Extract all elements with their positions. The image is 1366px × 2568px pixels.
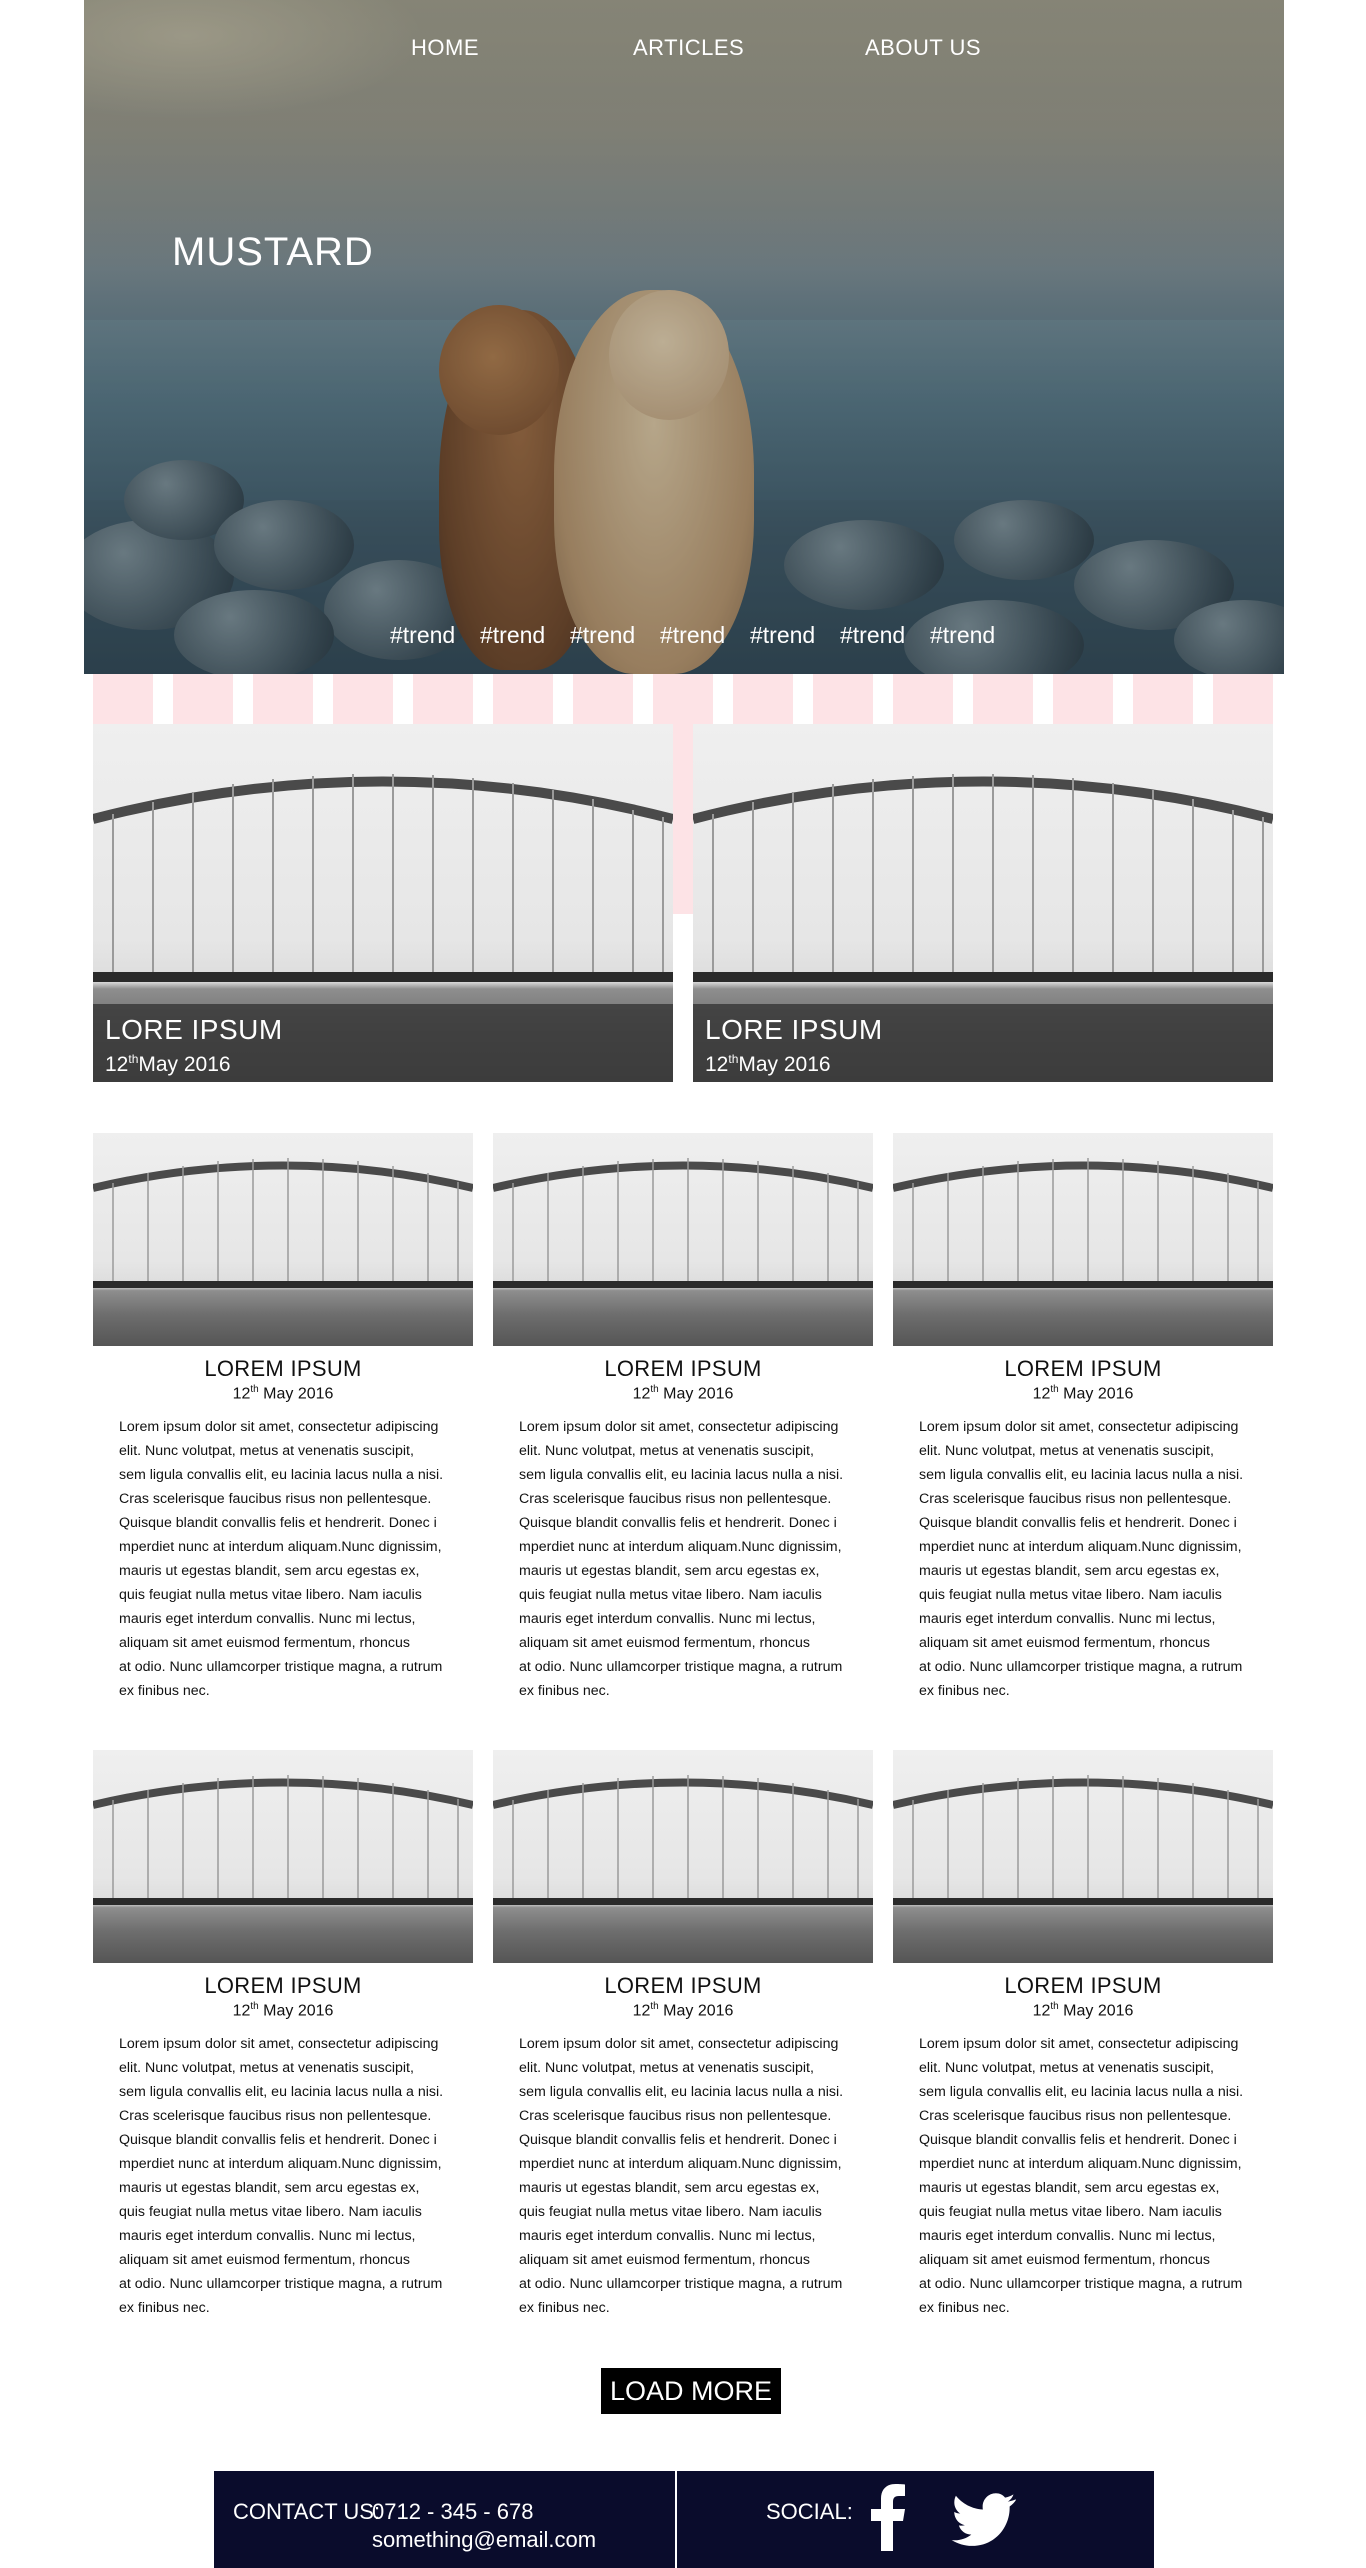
dog-right-head <box>609 290 729 420</box>
card-image <box>493 1750 873 1963</box>
card-title: LOREM IPSUM <box>1004 1356 1162 1381</box>
article-card[interactable]: LOREM IPSUM 12th May 2016 Lorem ipsum do… <box>493 1750 873 2320</box>
hero-rock <box>174 590 334 674</box>
stripe <box>173 674 233 724</box>
facebook-icon[interactable] <box>869 2483 907 2551</box>
featured-article-1[interactable]: LORE IPSUM 12thMay 2016 <box>93 724 673 1082</box>
card-title: LOREM IPSUM <box>604 1973 762 1998</box>
card-image <box>893 1133 1273 1346</box>
load-more-button[interactable]: LOAD MORE <box>601 2368 781 2414</box>
bridge-image <box>93 1158 473 1288</box>
hero-cliff <box>84 0 424 120</box>
bridge-image <box>693 774 1273 982</box>
card-title: LOREM IPSUM <box>1004 1973 1162 1998</box>
contact-label: CONTACT US: <box>233 2499 381 2524</box>
contact-email[interactable]: something@email.com <box>372 2527 597 2552</box>
card-date: 12th May 2016 <box>1032 2001 1134 2020</box>
bridge-image <box>93 1775 473 1905</box>
feature-title: LORE IPSUM <box>105 1014 283 1045</box>
brand-title: MUSTARD <box>172 230 374 274</box>
card-title: LOREM IPSUM <box>604 1356 762 1381</box>
feature-date: 12thMay 2016 <box>705 1052 831 1076</box>
stripe <box>653 674 713 724</box>
article-card[interactable]: LOREM IPSUM 12th May 2016 Lorem ipsum do… <box>93 1133 473 1703</box>
trend-tag[interactable]: #trend <box>660 622 726 648</box>
card-body: Lorem ipsum dolor sit amet, consectetur … <box>119 1419 444 1700</box>
hero-rock <box>784 520 944 610</box>
article-card[interactable]: LOREM IPSUM 12th May 2016 Lorem ipsum do… <box>493 1133 873 1703</box>
trend-tag[interactable]: #trend <box>840 622 906 648</box>
stripe <box>333 674 393 724</box>
card-date: 12th May 2016 <box>232 2001 334 2020</box>
featured-article-2[interactable]: LORE IPSUM 12thMay 2016 <box>693 724 1273 1082</box>
bridge-image <box>93 774 673 982</box>
nav-home-link[interactable]: HOME <box>411 35 479 60</box>
bridge-image <box>493 1158 873 1288</box>
stripe <box>253 674 313 724</box>
stripe <box>1213 674 1273 724</box>
stripe <box>973 674 1033 724</box>
feature-caption: LORE IPSUM 12thMay 2016 <box>93 1004 673 1082</box>
nav-articles-link[interactable]: ARTICLES <box>633 35 745 60</box>
card-date: 12th May 2016 <box>1032 1384 1134 1403</box>
bridge-image <box>893 1158 1273 1288</box>
stripe <box>93 674 153 724</box>
card-date: 12th May 2016 <box>232 1384 334 1403</box>
card-image <box>893 1750 1273 1963</box>
card-body: Lorem ipsum dolor sit amet, consectetur … <box>519 1419 844 1700</box>
twitter-icon[interactable] <box>951 2493 1017 2547</box>
stripe <box>493 674 553 724</box>
card-body: Lorem ipsum dolor sit amet, consectetur … <box>519 2036 844 2317</box>
article-card[interactable]: LOREM IPSUM 12th May 2016 Lorem ipsum do… <box>93 1750 473 2320</box>
bridge-image <box>893 1775 1273 1905</box>
bridge-image <box>493 1775 873 1905</box>
stripe <box>573 674 633 724</box>
feature-date: 12thMay 2016 <box>105 1052 231 1076</box>
card-image <box>493 1133 873 1346</box>
card-body: Lorem ipsum dolor sit amet, consectetur … <box>119 2036 444 2317</box>
trend-tag[interactable]: #trend <box>480 622 546 648</box>
trend-tag[interactable]: #trend <box>570 622 636 648</box>
article-card[interactable]: LOREM IPSUM 12th May 2016 Lorem ipsum do… <box>893 1133 1273 1703</box>
pink-block <box>673 724 693 914</box>
hero-overlay <box>84 0 1284 674</box>
card-title: LOREM IPSUM <box>204 1973 362 1998</box>
card-date: 12th May 2016 <box>632 2001 734 2020</box>
card-title: LOREM IPSUM <box>204 1356 362 1381</box>
trend-tags: #trend #trend #trend #trend #trend #tren… <box>390 622 1020 649</box>
social-label: SOCIAL: <box>766 2499 853 2524</box>
footer-divider <box>675 2471 677 2568</box>
stripe <box>1053 674 1113 724</box>
stripe <box>813 674 873 724</box>
stripe <box>413 674 473 724</box>
card-image <box>93 1133 473 1346</box>
card-body: Lorem ipsum dolor sit amet, consectetur … <box>919 1419 1244 1700</box>
card-body: Lorem ipsum dolor sit amet, consectetur … <box>919 2036 1244 2317</box>
stripe <box>893 674 953 724</box>
trend-tag[interactable]: #trend <box>750 622 816 648</box>
trend-tag[interactable]: #trend <box>930 622 996 648</box>
card-image <box>93 1750 473 1963</box>
stripe <box>1133 674 1193 724</box>
hero-rock <box>954 500 1094 580</box>
hero-rock <box>904 600 1084 674</box>
feature-title: LORE IPSUM <box>705 1014 883 1045</box>
card-date: 12th May 2016 <box>632 1384 734 1403</box>
hero-rock <box>1174 600 1284 674</box>
hero-rock <box>214 500 354 590</box>
decorative-stripes <box>93 674 1273 914</box>
article-card[interactable]: LOREM IPSUM 12th May 2016 Lorem ipsum do… <box>893 1750 1273 2320</box>
trend-tag[interactable]: #trend <box>390 622 456 648</box>
contact-phone[interactable]: 0712 - 345 - 678 <box>372 2499 534 2524</box>
feature-caption: LORE IPSUM 12thMay 2016 <box>693 1004 1273 1082</box>
dog-left-head <box>439 305 559 435</box>
hero-banner: HOME ARTICLES ABOUT US MUSTARD #trend #t… <box>84 0 1284 674</box>
nav-about-us-link[interactable]: ABOUT US <box>865 35 982 60</box>
stripe <box>733 674 793 724</box>
footer: CONTACT US: 0712 - 345 - 678 something@e… <box>214 2471 1154 2568</box>
